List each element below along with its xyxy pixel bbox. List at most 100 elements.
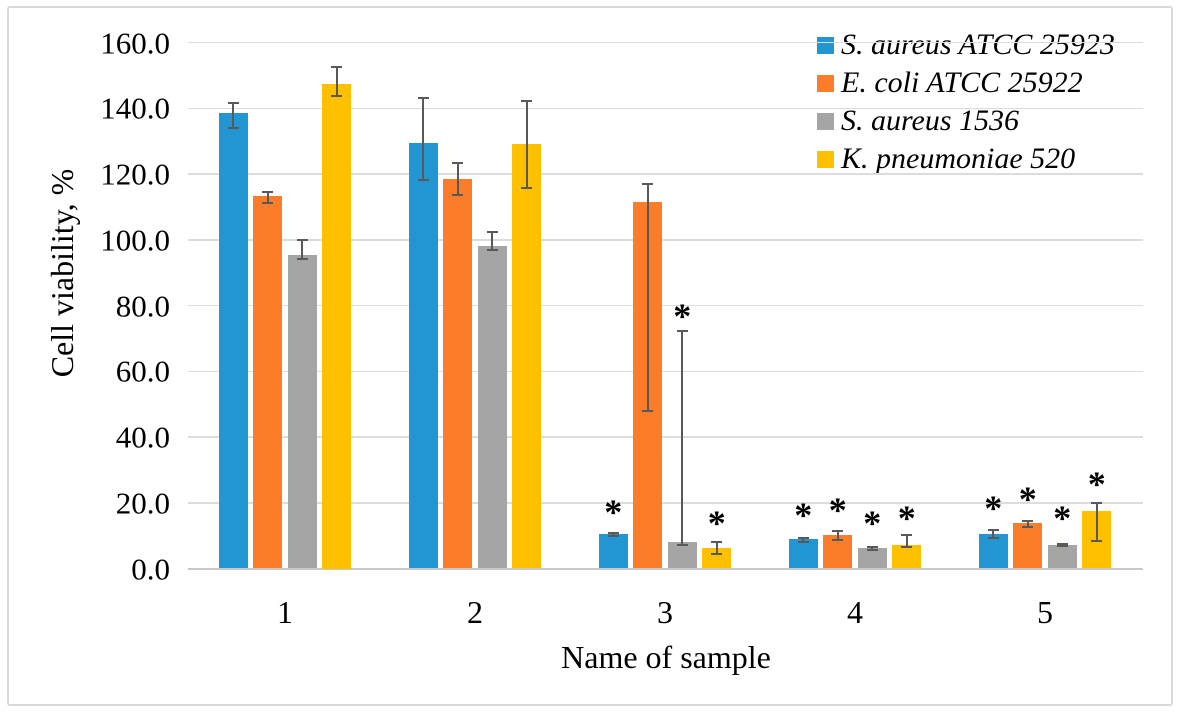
error-bar-line — [802, 536, 805, 543]
error-bar-cap-top — [901, 534, 913, 537]
error-bar-cap-top — [832, 530, 844, 533]
gridline — [188, 41, 1143, 44]
gridline — [188, 436, 1143, 438]
gridline — [188, 107, 1143, 109]
error-bar-line — [836, 530, 839, 541]
error-bar — [642, 183, 654, 412]
error-bar — [296, 238, 308, 260]
error-bar-line — [1061, 542, 1064, 547]
error-bar-cap-top — [642, 183, 654, 186]
gridline — [188, 502, 1143, 504]
error-bar-cap-top — [417, 97, 429, 100]
error-bar-cap-bottom — [296, 257, 308, 260]
bar — [788, 539, 818, 569]
significance-asterisk: * — [1053, 498, 1072, 539]
error-bar-cap-top — [1022, 520, 1034, 523]
x-category-label: 1 — [277, 594, 293, 630]
error-bar-line — [335, 66, 338, 98]
bar — [598, 534, 628, 569]
y-axis-title: Cell viability, % — [44, 168, 80, 378]
bar — [477, 246, 507, 569]
error-bar-line — [905, 534, 908, 549]
error-bar-cap-bottom — [832, 538, 844, 541]
bar — [857, 548, 887, 569]
significance-asterisk: * — [707, 503, 726, 544]
error-bar-cap-bottom — [987, 536, 999, 539]
error-bar-line — [422, 97, 425, 181]
error-bar-cap-top — [866, 546, 878, 549]
bar — [823, 535, 853, 569]
error-bar-cap-bottom — [901, 546, 913, 549]
error-bar-line — [491, 230, 494, 252]
bar — [287, 254, 317, 569]
legend-color-swatch — [817, 150, 834, 168]
bar — [322, 83, 352, 569]
y-axis-tick-label: 60.0 — [115, 353, 170, 389]
legend-series-label: S. aureus 1536 — [841, 104, 1020, 137]
error-bar-line — [612, 532, 615, 537]
error-bar — [262, 190, 274, 204]
legend-color-swatch — [817, 112, 834, 130]
error-bar-line — [232, 101, 235, 130]
y-axis-tick-label: 80.0 — [115, 288, 170, 323]
error-bar — [901, 534, 913, 549]
x-category-label: 2 — [467, 594, 483, 630]
gridline — [188, 370, 1143, 372]
bar — [892, 544, 922, 569]
error-bar-line — [525, 100, 528, 189]
error-bar-line — [715, 541, 718, 556]
y-axis-tick-label: 40.0 — [115, 419, 170, 455]
legend-series-label: E. coli ATCC 25922 — [841, 66, 1083, 99]
error-bar-cap-top — [676, 330, 688, 333]
y-axis-tick-label: 120.0 — [100, 156, 170, 192]
legend-series-label: S. aureus ATCC 25923 — [841, 28, 1115, 61]
bar — [218, 113, 248, 569]
error-bar-line — [301, 238, 304, 260]
error-bar — [607, 532, 619, 537]
error-bar-cap-top — [452, 162, 464, 165]
significance-asterisk: * — [984, 488, 1003, 529]
error-bar-cap-bottom — [262, 201, 274, 204]
error-bar-cap-bottom — [227, 127, 239, 130]
error-bar-cap-top — [331, 66, 343, 69]
legend: S. aureus ATCC 25923 E. coli ATCC 25922 S.… — [817, 26, 1115, 178]
error-bar — [417, 97, 429, 181]
legend-item: K. pneumoniae 520 — [817, 140, 1115, 178]
error-bar-line — [266, 190, 269, 204]
error-bar-line — [992, 529, 995, 539]
error-bar — [452, 162, 464, 197]
error-bar-cap-top — [711, 541, 723, 544]
significance-asterisk: * — [897, 498, 916, 539]
error-bar — [676, 330, 688, 547]
significance-asterisk: * — [794, 495, 813, 536]
error-bar-cap-bottom — [642, 410, 654, 412]
error-bar-cap-top — [1091, 501, 1103, 504]
error-bar — [711, 541, 723, 556]
error-bar — [1056, 542, 1068, 547]
error-bar-cap-top — [296, 238, 308, 241]
error-bar-line — [681, 330, 684, 547]
bar — [512, 144, 542, 569]
legend-series-label: K. pneumoniae 520 — [841, 142, 1076, 175]
error-bar-cap-bottom — [417, 178, 429, 181]
y-axis-tick-label: 160.0 — [100, 25, 170, 60]
error-bar-cap-top — [521, 100, 533, 103]
error-bar-cap-bottom — [711, 553, 723, 556]
error-bar-cap-bottom — [331, 95, 343, 98]
x-category-label: 3 — [657, 594, 673, 630]
error-bar — [797, 536, 809, 543]
bar — [443, 178, 473, 569]
error-bar-cap-top — [262, 190, 274, 193]
error-bar — [1091, 501, 1103, 542]
significance-asterisk: * — [863, 503, 882, 544]
error-bar-cap-top — [797, 536, 809, 539]
y-axis-tick-label: 140.0 — [100, 90, 170, 126]
legend-item: S. aureus 1536 — [817, 102, 1115, 140]
error-bar-cap-bottom — [521, 186, 533, 189]
error-bar-cap-top — [486, 230, 498, 233]
significance-asterisk: * — [1087, 464, 1106, 505]
x-axis-title: Name of sample — [561, 639, 771, 675]
legend-color-swatch — [817, 74, 834, 92]
error-bar — [832, 530, 844, 541]
